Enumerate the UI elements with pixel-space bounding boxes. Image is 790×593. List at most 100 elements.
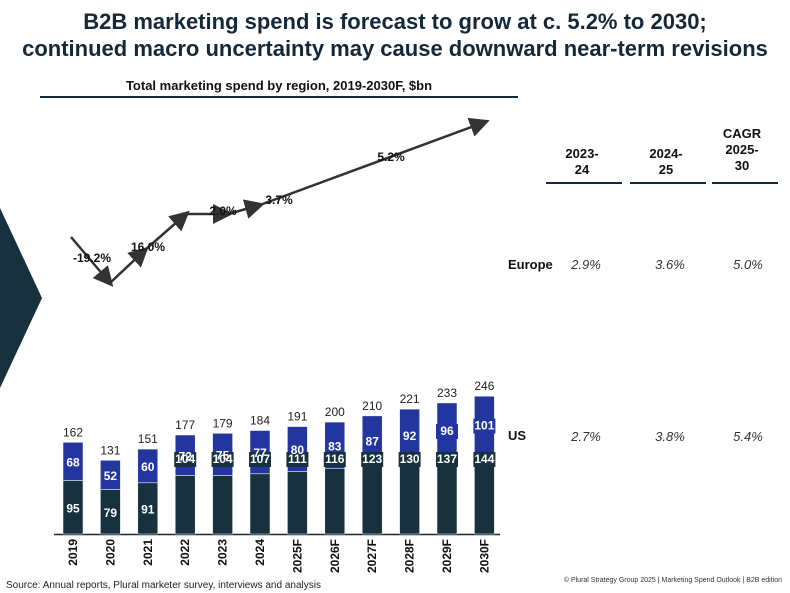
label-europe-2029F: 96 <box>440 424 454 438</box>
label-us-2024: 107 <box>250 452 270 466</box>
chart-subtitle: Total marketing spend by region, 2019-20… <box>125 78 433 93</box>
label-europe-2022: 72 <box>179 449 193 463</box>
label-box-us-2028F <box>398 452 421 467</box>
tick-label-2028F: 2028F <box>403 539 417 573</box>
cell-europe-cagr: 5.0% <box>733 257 763 272</box>
header-line: 2024- <box>649 146 683 161</box>
row-label-europe: Europe <box>508 257 553 272</box>
bar-us-2029F <box>436 456 458 535</box>
label-total-2019: 162 <box>63 425 83 439</box>
bar-us-2022 <box>174 475 196 535</box>
page-title: B2B marketing spend is forecast to grow … <box>0 8 790 62</box>
label-europe-2021: 60 <box>141 460 155 474</box>
label-total-2022: 177 <box>175 418 195 432</box>
label-europe-2025F: 80 <box>291 443 305 457</box>
label-total-2024: 184 <box>250 414 270 428</box>
tick-label-2025F: 2025F <box>290 539 304 573</box>
label-total-2027F: 210 <box>362 399 382 413</box>
label-us-2021: 91 <box>141 502 155 516</box>
table-header-2024-25: 2024- 25 <box>636 146 696 178</box>
bar-us-2024 <box>249 473 271 535</box>
header-line: 30 <box>734 158 750 173</box>
growth-arrow-2020-2021-a <box>109 246 149 284</box>
table-header-cagr-2025-30: CAGR 2025- 30 <box>712 126 772 174</box>
bar-us-2027F <box>361 464 383 535</box>
cell-europe-2024-25: 3.6% <box>655 257 685 272</box>
tick-label-2029F: 2029F <box>440 539 454 573</box>
title-line-2: continued macro uncertainty may cause do… <box>22 36 768 61</box>
label-us-2020: 79 <box>104 506 118 520</box>
label-box-us-2023 <box>211 452 234 467</box>
label-total-2028F: 221 <box>400 392 420 406</box>
label-europe-2024: 77 <box>253 446 267 460</box>
growth-label-2024-2030: 5.2% <box>377 150 405 164</box>
label-box-us-2030F <box>473 452 496 467</box>
header-line: 24 <box>574 162 590 177</box>
label-europe-2020: 52 <box>104 469 118 483</box>
tick-label-2023: 2023 <box>216 539 230 566</box>
label-europe-2030F: 101 <box>474 419 494 433</box>
cell-us-cagr: 5.4% <box>733 429 763 444</box>
copyright-note: © Plural Strategy Group 2025 | Marketing… <box>563 577 782 584</box>
cell-us-2024-25: 3.8% <box>655 429 685 444</box>
label-box-us-2022 <box>174 452 197 467</box>
label-us-2028F: 130 <box>400 452 420 466</box>
header-rule <box>630 182 706 184</box>
label-europe-2023: 75 <box>216 448 230 462</box>
label-box-us-2025F <box>286 452 309 467</box>
table-header-2023-24: 2023- 24 <box>552 146 612 178</box>
header-line: 2023- <box>565 146 599 161</box>
label-europe-2019: 68 <box>66 455 80 469</box>
growth-label-2019-2020: -19.2% <box>73 251 111 265</box>
bar-europe-2020 <box>100 460 121 490</box>
growth-label-2021-2023: 2.0% <box>209 204 237 218</box>
source-note: Source: Annual reports, Plural marketer … <box>6 580 321 591</box>
bar-us-2025F <box>287 471 308 535</box>
tick-label-2026F: 2026F <box>328 539 342 573</box>
label-box-us-2029F <box>436 452 458 467</box>
header-line: 2025- <box>725 142 759 157</box>
header-line: CAGR <box>722 126 762 141</box>
header-line: 25 <box>658 162 674 177</box>
growth-label-2020-2021: 16.0% <box>131 240 165 254</box>
label-us-2025F: 111 <box>288 452 307 466</box>
tick-label-2024: 2024 <box>253 539 267 566</box>
tick-label-2021: 2021 <box>141 539 155 566</box>
label-us-2023: 104 <box>213 452 233 466</box>
cell-us-2023-24: 2.7% <box>571 429 601 444</box>
growth-arrow-2024-2030 <box>259 117 490 207</box>
title-line-1: B2B marketing spend is forecast to grow … <box>83 9 707 34</box>
growth-label-2023-2024: 3.7% <box>265 193 293 207</box>
row-label-us: US <box>508 428 527 443</box>
growth-arrow-2020-2021-b <box>144 210 190 251</box>
label-us-2019: 95 <box>66 501 80 515</box>
label-us-2029F: 137 <box>437 452 457 466</box>
label-total-2021: 151 <box>138 432 158 446</box>
label-total-2025F: 191 <box>287 410 307 424</box>
tick-label-2022: 2022 <box>178 539 192 566</box>
header-rule <box>546 182 622 184</box>
label-total-2030F: 246 <box>474 379 494 393</box>
bar-europe-2021 <box>137 448 159 484</box>
subtitle-rule <box>40 96 518 98</box>
label-total-2020: 131 <box>100 443 120 457</box>
bar-us-2023 <box>212 475 233 535</box>
tick-label-2027F: 2027F <box>365 539 379 573</box>
label-europe-2027F: 87 <box>366 434 380 448</box>
label-box-us-2027F <box>361 452 384 467</box>
label-total-2026F: 200 <box>325 405 345 419</box>
label-us-2022: 104 <box>175 452 195 466</box>
label-europe-2026F: 83 <box>328 439 342 453</box>
bar-europe-2019 <box>62 442 84 481</box>
label-us-2026F: 116 <box>325 452 345 466</box>
label-us-2030F: 144 <box>474 452 494 466</box>
bar-us-2028F <box>399 460 420 535</box>
label-total-2023: 179 <box>213 416 233 430</box>
label-box-europe-2030F <box>473 418 496 434</box>
label-box-us-2026F <box>323 452 346 467</box>
label-box-us-2024 <box>249 452 271 467</box>
tick-label-2030F: 2030F <box>477 539 491 573</box>
cell-europe-2023-24: 2.9% <box>571 257 601 272</box>
tick-label-2019: 2019 <box>66 539 80 566</box>
